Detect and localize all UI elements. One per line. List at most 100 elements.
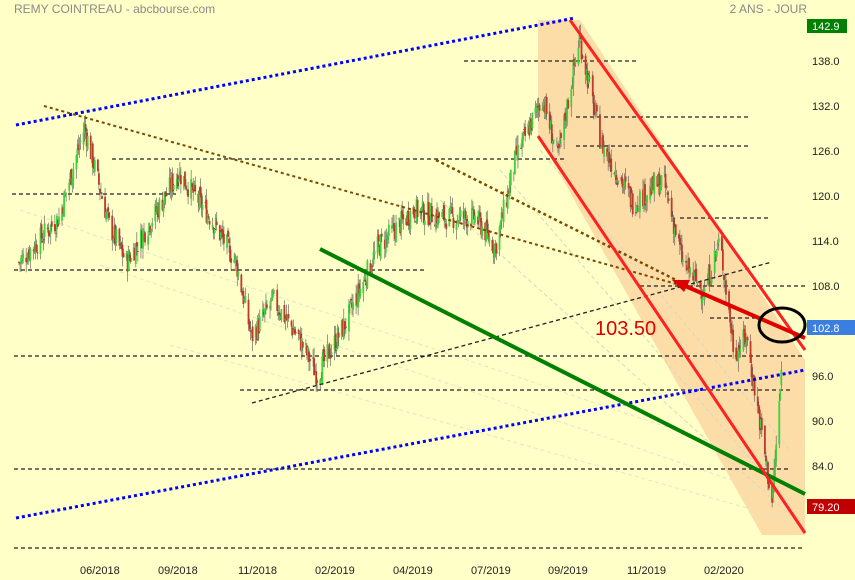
candle-up	[256, 318, 259, 340]
candle-down	[229, 245, 231, 262]
candle-up	[140, 229, 142, 249]
candle-down	[644, 184, 646, 206]
candle-down	[293, 329, 296, 334]
y-tick-label: 132.0	[812, 101, 840, 113]
candle-down	[62, 208, 64, 214]
candle-up	[386, 237, 389, 240]
candle-up	[68, 182, 71, 191]
y-tick-label: 90.0	[812, 416, 833, 428]
candle-up	[32, 249, 35, 251]
candle-up	[105, 211, 107, 220]
candle-up	[336, 328, 339, 349]
red-channel-upper	[568, 19, 807, 351]
candle-up	[72, 168, 75, 180]
candle-down	[620, 176, 623, 182]
candle-up	[335, 347, 338, 351]
candle-down	[543, 105, 546, 113]
candle-up	[243, 298, 246, 301]
candle-down	[708, 264, 711, 287]
candle-down	[161, 199, 164, 211]
candle-down	[85, 132, 88, 147]
candle-up	[531, 112, 534, 128]
candle-up	[43, 223, 46, 238]
candle-up	[472, 206, 474, 208]
candle-up	[563, 114, 565, 140]
candle-up	[69, 172, 72, 182]
candle-down	[606, 148, 609, 157]
candle-up	[651, 177, 654, 192]
candle-down	[557, 145, 559, 149]
candle-down	[445, 223, 448, 230]
candle-up	[709, 283, 712, 285]
candle-down	[299, 333, 302, 351]
candle-down	[736, 356, 739, 361]
candle-up	[106, 211, 109, 213]
candle-up	[271, 290, 273, 301]
candle-up	[689, 268, 692, 274]
candle-up	[426, 201, 429, 218]
candle-up	[342, 318, 345, 339]
candle-up	[286, 315, 289, 319]
candle-down	[674, 224, 677, 236]
candle-up	[348, 304, 350, 332]
candle-up	[637, 208, 640, 211]
candle-down	[199, 186, 202, 196]
candle-down	[751, 375, 754, 387]
candle-up	[673, 227, 676, 237]
candle-down	[241, 294, 244, 296]
candle-up	[234, 255, 237, 263]
candle-down	[610, 158, 613, 172]
candle-down	[135, 242, 138, 247]
candle-down	[486, 219, 489, 231]
lower-channel-line	[15, 368, 806, 520]
candle-up	[330, 352, 333, 356]
candle-down	[686, 264, 688, 271]
candle-up	[201, 204, 204, 210]
candle-down	[358, 283, 361, 294]
candle-up	[448, 208, 451, 227]
y-axis-ticks: 138.0 132.0 126.0 120.0 114.0 108.0 96.0…	[812, 56, 840, 473]
candle-up	[379, 235, 382, 259]
candle-down	[746, 337, 749, 341]
candle-down	[25, 257, 28, 263]
candle-up	[370, 269, 373, 271]
candle-up	[466, 220, 469, 228]
candle-down	[465, 219, 468, 228]
candle-up	[522, 132, 525, 140]
candle-up	[250, 330, 253, 332]
candle-down	[126, 254, 129, 272]
candle-up	[83, 123, 86, 134]
trendlines	[15, 16, 807, 534]
candle-down	[227, 230, 229, 237]
candle-down	[750, 364, 753, 378]
candle-down	[422, 203, 425, 224]
candle-up	[409, 210, 412, 230]
candle-up	[398, 217, 401, 221]
candle-up	[578, 34, 581, 44]
candle-up	[385, 236, 388, 238]
candle-down	[192, 184, 195, 193]
candle-down	[681, 244, 683, 263]
candle-down	[567, 100, 570, 109]
candle-up	[588, 77, 591, 79]
candle-down	[593, 111, 596, 113]
candles	[18, 24, 783, 508]
candle-down	[743, 328, 746, 338]
candle-up	[363, 276, 366, 280]
candle-down	[451, 207, 454, 214]
candle-up	[132, 248, 135, 261]
candle-up	[517, 144, 519, 159]
candle-down	[631, 193, 634, 215]
candle-up	[214, 218, 217, 225]
candle-down	[624, 176, 627, 182]
candle-up	[112, 239, 115, 242]
candle-down	[538, 104, 541, 111]
candle-down	[186, 189, 188, 191]
candle-up	[657, 174, 660, 184]
candle-down	[297, 329, 300, 335]
candle-up	[450, 207, 453, 211]
candle-up	[766, 461, 768, 465]
candle-down	[758, 409, 761, 431]
candle-down	[728, 291, 730, 310]
candle-down	[99, 188, 101, 193]
